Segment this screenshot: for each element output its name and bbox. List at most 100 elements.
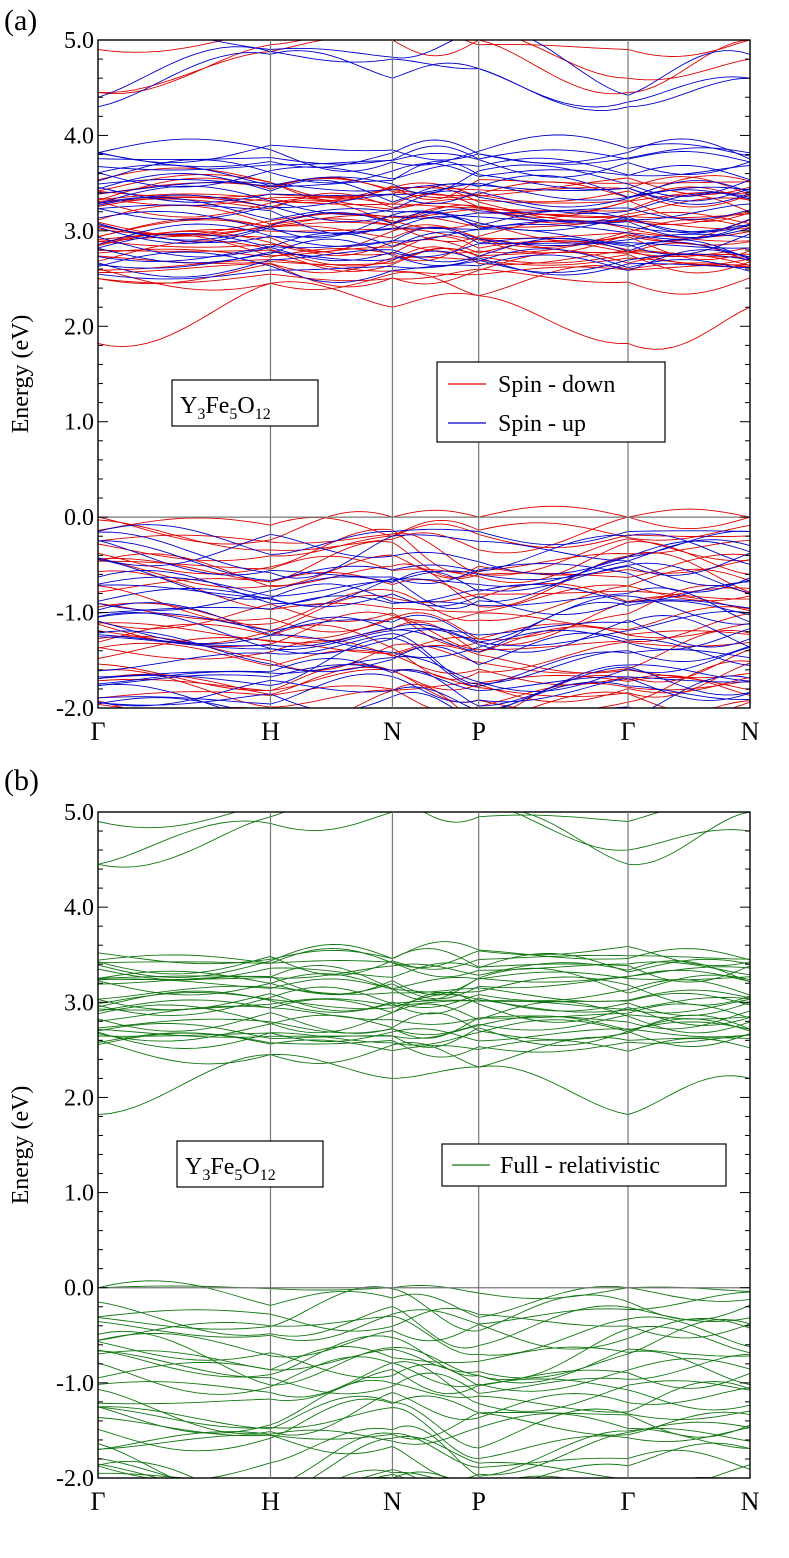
y-tick-label: 5.0: [64, 800, 94, 826]
valence-band: [98, 680, 750, 708]
conduction-band: [98, 210, 750, 234]
y-axis-label-a: Energy (eV): [8, 315, 34, 434]
valence-band: [98, 1395, 750, 1452]
compound-box-frame-a: [171, 379, 319, 427]
conduction-band: [98, 262, 750, 297]
valence-band: [98, 562, 750, 604]
valence-band: [98, 1406, 750, 1460]
x-tick-label: H: [261, 717, 280, 746]
conduction-band: [98, 235, 750, 258]
valence-band: [366, 1471, 448, 1478]
valence-band: [98, 642, 750, 686]
conduction-band: [98, 992, 750, 1026]
valence-band: [98, 1387, 750, 1436]
conduction-band: [98, 973, 750, 1006]
conduction-band: [98, 194, 750, 236]
valence-band: [98, 1368, 750, 1411]
conduction-band: [98, 268, 750, 295]
x-tick-label: N: [383, 717, 402, 746]
legend-frame-a: [436, 361, 666, 443]
y-tick-label: 1.0: [64, 1181, 94, 1207]
y-tick-label: 3.0: [64, 219, 94, 245]
valence-band: [98, 633, 750, 685]
conduction-band-high: [98, 812, 750, 868]
y-tick-label: 4.0: [64, 895, 94, 921]
valence-band: [98, 1307, 750, 1339]
valence-band: [98, 1421, 750, 1478]
conduction-band: [98, 1019, 750, 1049]
conduction-band: [98, 1028, 750, 1042]
conduction-band: [98, 173, 750, 203]
conduction-band: [98, 247, 750, 274]
valence-band: [98, 615, 750, 650]
x-tick-label: H: [261, 1487, 280, 1516]
panel-label-a: (a): [4, 4, 37, 37]
y-tick-label: 4.0: [64, 123, 94, 149]
conduction-band-high: [98, 40, 750, 95]
valence-band: [98, 1425, 750, 1478]
conduction-band: [98, 237, 750, 278]
valence-band: [98, 1317, 750, 1358]
conduction-band-min: [98, 1053, 750, 1116]
valence-band: [98, 1379, 750, 1434]
conduction-band: [98, 210, 750, 244]
conduction-band: [98, 966, 750, 996]
compound-box-a: Y3Fe5O12: [171, 379, 319, 427]
panel-label-b: (b): [4, 764, 39, 797]
valence-band: [98, 621, 750, 654]
conduction-band: [98, 1036, 750, 1068]
conduction-band: [98, 206, 750, 237]
valence-band: [98, 674, 750, 708]
valence-band: [98, 539, 750, 593]
valence-band: [98, 552, 750, 608]
valence-band: [98, 664, 750, 708]
y-tick-label: -1.0: [56, 1371, 94, 1397]
conduction-band: [98, 152, 750, 178]
valence-band: [98, 716, 750, 748]
conduction-band: [98, 237, 750, 262]
valence-band: [98, 720, 750, 780]
valence-band: [98, 585, 750, 641]
conduction-band: [98, 174, 750, 199]
conduction-band: [98, 953, 750, 981]
y-tick-label: 5.0: [64, 28, 94, 54]
x-tick-label: Γ: [90, 717, 105, 746]
y-tick-label: 2.0: [64, 1085, 94, 1111]
x-tick-label: Γ: [621, 717, 636, 746]
valence-band: [98, 1461, 567, 1478]
x-tick-label: N: [383, 1487, 402, 1516]
conduction-band: [98, 226, 750, 262]
conduction-band: [98, 181, 750, 205]
legend-label-spin-up: Spin - up: [498, 411, 586, 437]
conduction-band: [98, 979, 750, 1012]
valence-band: [98, 1356, 750, 1412]
valence-band: [98, 539, 750, 583]
valence-band: [98, 516, 750, 554]
conduction-band: [98, 941, 750, 978]
x-tick-label: N: [741, 1487, 760, 1516]
y-tick-label: 2.0: [64, 314, 94, 340]
legend-label-spin-down: Spin - down: [498, 372, 615, 398]
valence-band: [98, 1330, 750, 1386]
valence-band: [98, 530, 750, 575]
panel-b: (b) Γ H N P Γ N -2.0 -1.0 0.0 1.0 2.0 3.0 4.0 5.0 Ene…: [4, 764, 760, 1516]
valence-band: [98, 540, 750, 610]
conduction-band: [98, 157, 750, 188]
conduction-band: [98, 967, 750, 1001]
valence-band: [98, 1469, 418, 1478]
valence-band: [98, 683, 750, 708]
compound-box-frame-b: [176, 1140, 324, 1188]
bands-a: [98, 40, 750, 780]
conduction-band: [98, 160, 750, 202]
conduction-band-high: [98, 40, 750, 95]
y-tick-label: 0.0: [64, 505, 94, 531]
conduction-band: [98, 945, 750, 969]
valence-band: [98, 1432, 750, 1478]
valence-band: [98, 729, 750, 766]
conduction-band: [98, 259, 750, 276]
conduction-band: [98, 231, 750, 258]
conduction-band: [98, 251, 750, 288]
valence-band: [98, 505, 750, 545]
valence-band: [98, 664, 750, 692]
